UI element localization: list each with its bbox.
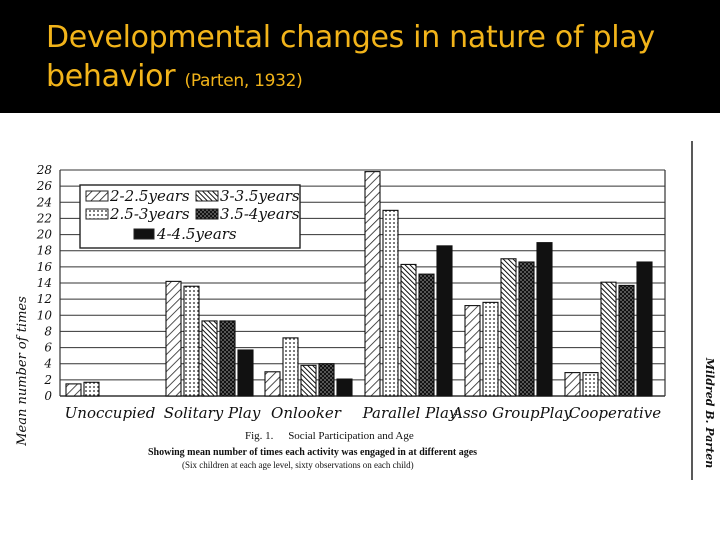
- caption-fig-label: Fig. 1.: [245, 430, 274, 442]
- bar-onlooker-series-1: [282, 337, 299, 397]
- margin-note: Mildred B. Parten: [703, 357, 716, 468]
- legend-swatch-3-3.5: [195, 190, 219, 202]
- bar-cooperative-series-3: [618, 284, 635, 397]
- caption-fig-title: Social Participation and Age: [288, 430, 414, 442]
- legend-swatch-2.5-3: [85, 208, 109, 220]
- bar-onlooker-series-3: [318, 363, 335, 397]
- bar-onlooker-series-0: [264, 371, 281, 397]
- bar-parallel-play-series-0: [364, 171, 381, 397]
- bar-cooperative-series-2: [600, 281, 617, 397]
- category-label: Onlooker: [271, 404, 342, 422]
- y-tick-label: 4: [43, 357, 52, 371]
- bar-asso-groupplay-series-4: [536, 242, 553, 397]
- y-tick-label: 10: [37, 308, 53, 322]
- y-tick-label: 24: [36, 195, 52, 209]
- bar-solitary-play-series-1: [183, 285, 200, 397]
- legend-box: [79, 184, 301, 249]
- bar-solitary-play-series-0: [165, 280, 182, 397]
- y-tick-label: 26: [36, 179, 53, 193]
- chart-legend: 2-2.5years 3-3.5years 2.5-3years 3.5-4ye…: [79, 184, 301, 249]
- caption-line-2: Showing mean number of times each activi…: [148, 447, 477, 458]
- bar-asso-groupplay-series-0: [464, 305, 481, 397]
- bar-onlooker-series-2: [300, 364, 317, 397]
- legend-swatch-4-4.5: [133, 228, 155, 240]
- y-tick-label: 14: [37, 276, 52, 290]
- title-citation: (Parten, 1932): [184, 71, 303, 91]
- category-label: Unoccupied: [65, 404, 156, 422]
- y-tick-label: 0: [44, 389, 52, 403]
- bar-asso-groupplay-series-3: [518, 261, 535, 397]
- y-tick-label: 28: [36, 163, 53, 177]
- caption-line-3: (Six children at each age level, sixty o…: [182, 460, 414, 470]
- y-axis-label: Mean number of times: [15, 296, 30, 447]
- bar-cooperative-series-4: [636, 261, 653, 397]
- y-tick-label: 16: [37, 260, 53, 274]
- legend-swatch-2-2.5: [85, 190, 109, 202]
- category-label: Parallel Play: [362, 404, 458, 422]
- y-tick-label: 22: [36, 211, 52, 225]
- y-tick-label: 12: [37, 292, 52, 306]
- legend-label-3.5-4: 3.5-4years: [220, 205, 300, 223]
- y-tick-label: 20: [36, 228, 53, 242]
- bars: [65, 171, 653, 397]
- y-tick-label: 2: [43, 373, 52, 387]
- bar-onlooker-series-4: [336, 378, 353, 397]
- bar-solitary-play-series-4: [237, 349, 254, 397]
- category-label: Asso GroupPlay: [450, 404, 572, 422]
- y-tick-label: 6: [44, 341, 52, 355]
- bar-parallel-play-series-2: [400, 263, 417, 397]
- bar-solitary-play-series-3: [219, 320, 236, 397]
- slide-title: Developmental changes in nature of play …: [46, 18, 706, 101]
- bar-parallel-play-series-1: [382, 209, 399, 397]
- category-label: Solitary Play: [164, 404, 261, 422]
- legend-label-4-4.5: 4-4.5years: [156, 225, 237, 243]
- category-labels: Unoccupied Solitary Play Onlooker Parallel …: [65, 404, 662, 422]
- figure-caption: Fig. 1. Social Participation and Age Sho…: [148, 430, 477, 470]
- bar-parallel-play-series-3: [418, 273, 435, 397]
- bar-solitary-play-series-2: [201, 320, 218, 397]
- bar-asso-groupplay-series-1: [482, 301, 499, 397]
- bar-cooperative-series-0: [564, 372, 581, 397]
- legend-swatch-3.5-4: [195, 208, 219, 220]
- legend-label-3-3.5: 3-3.5years: [220, 187, 300, 205]
- y-tick-label: 18: [37, 244, 53, 258]
- bar-cooperative-series-1: [582, 372, 599, 397]
- category-label: Cooperative: [569, 404, 661, 422]
- bar-unoccupied-series-1: [83, 381, 100, 397]
- legend-label-2-2.5: 2-2.5years: [109, 187, 190, 205]
- bar-asso-groupplay-series-2: [500, 258, 517, 397]
- title-main: Developmental changes in nature of play …: [46, 20, 655, 94]
- svg-text:Fig. 1. Social Partici: Fig. 1. Social Participation and Age: [245, 430, 414, 442]
- y-tick-label: 8: [44, 324, 52, 338]
- figure-panel: 0 2 4 6 8 10 12 14 16 18 20 22 24 26 28 Unoccupied Soli…: [0, 113, 720, 540]
- bar-unoccupied-series-0: [65, 383, 82, 397]
- bar-parallel-play-series-4: [436, 245, 453, 397]
- legend-label-2.5-3: 2.5-3years: [109, 205, 190, 223]
